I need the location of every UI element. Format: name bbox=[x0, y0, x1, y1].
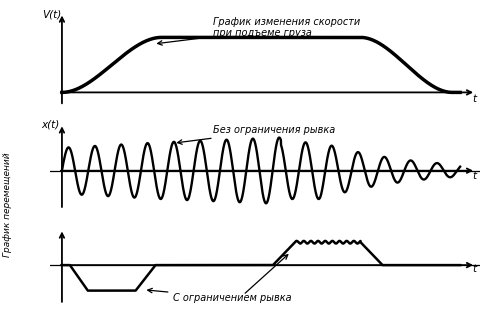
Text: t: t bbox=[472, 171, 476, 181]
Text: t: t bbox=[472, 264, 476, 274]
Text: x(t): x(t) bbox=[42, 119, 60, 129]
Text: График перемещений: График перемещений bbox=[3, 152, 12, 257]
Text: С ограничением рывка: С ограничением рывка bbox=[148, 288, 292, 303]
Text: График изменения скорости
при подъеме груза: График изменения скорости при подъеме гр… bbox=[158, 17, 360, 45]
Text: Без ограничения рывка: Без ограничения рывка bbox=[178, 125, 336, 144]
Text: t: t bbox=[472, 94, 476, 104]
Text: V(t): V(t) bbox=[42, 9, 62, 19]
